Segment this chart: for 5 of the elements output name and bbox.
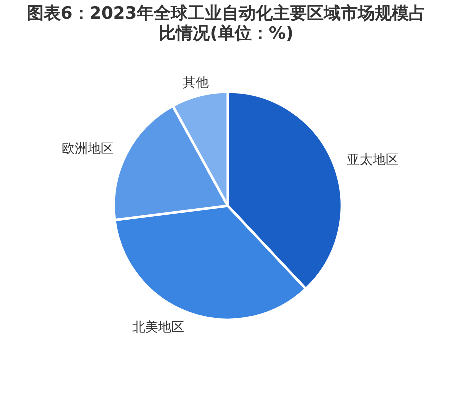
chart-title: 图表6：2023年全球工业自动化主要区域市场规模占比情况(单位：%): [26, 4, 428, 44]
slice-label: 其他: [183, 76, 210, 92]
slice-label: 亚太地区: [347, 152, 400, 168]
slice-label: 北美地区: [132, 319, 185, 336]
slice-label: 欧洲地区: [62, 142, 114, 157]
